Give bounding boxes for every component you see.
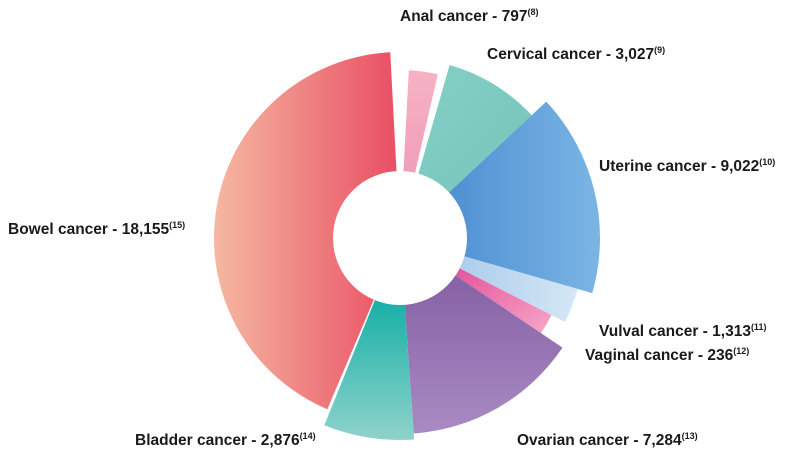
label-text: Bowel cancer - 18,155 bbox=[8, 221, 169, 238]
label-group: Anal cancer - 797(8) Cervical cancer - 3,… bbox=[8, 7, 775, 449]
label-vaginal-cancer: Vaginal cancer - 236(12) bbox=[585, 346, 749, 364]
slice-bladder-cancer bbox=[324, 293, 415, 440]
slice-cervical-cancer bbox=[416, 64, 532, 198]
label-bladder-cancer: Bladder cancer - 2,876(14) bbox=[135, 431, 316, 449]
label-text: Anal cancer - 797 bbox=[400, 8, 528, 25]
label-reference: (14) bbox=[300, 431, 316, 441]
slice-vulval-cancer bbox=[453, 254, 578, 322]
slice-anal-cancer bbox=[403, 70, 438, 180]
slice-vaginal-cancer bbox=[449, 265, 552, 334]
slice-bowel-cancer bbox=[213, 52, 397, 410]
label-reference: (8) bbox=[528, 7, 539, 17]
slice-uterine-cancer bbox=[443, 101, 600, 294]
slice-group bbox=[213, 52, 600, 440]
label-reference: (13) bbox=[682, 431, 698, 441]
label-ovarian-cancer: Ovarian cancer - 7,284(13) bbox=[517, 431, 698, 449]
label-text: Uterine cancer - 9,022 bbox=[599, 158, 759, 175]
label-reference: (11) bbox=[751, 322, 767, 332]
label-text: Vulval cancer - 1,313 bbox=[599, 323, 751, 340]
label-text: Bladder cancer - 2,876 bbox=[135, 432, 300, 449]
label-cervical-cancer: Cervical cancer - 3,027(9) bbox=[487, 45, 665, 63]
label-reference: (12) bbox=[733, 346, 749, 356]
donut-hole bbox=[333, 171, 467, 305]
label-reference: (9) bbox=[654, 45, 665, 55]
label-anal-cancer: Anal cancer - 797(8) bbox=[400, 7, 539, 25]
slice-ovarian-cancer bbox=[404, 271, 563, 434]
label-bowel-cancer: Bowel cancer - 18,155(15) bbox=[8, 220, 185, 238]
label-text: Vaginal cancer - 236 bbox=[585, 347, 734, 364]
label-text: Ovarian cancer - 7,284 bbox=[517, 432, 682, 449]
label-vulval-cancer: Vulval cancer - 1,313(11) bbox=[599, 322, 766, 340]
label-text: Cervical cancer - 3,027 bbox=[487, 46, 654, 63]
label-uterine-cancer: Uterine cancer - 9,022(10) bbox=[599, 157, 775, 175]
label-reference: (15) bbox=[169, 220, 185, 230]
label-reference: (10) bbox=[759, 157, 775, 167]
